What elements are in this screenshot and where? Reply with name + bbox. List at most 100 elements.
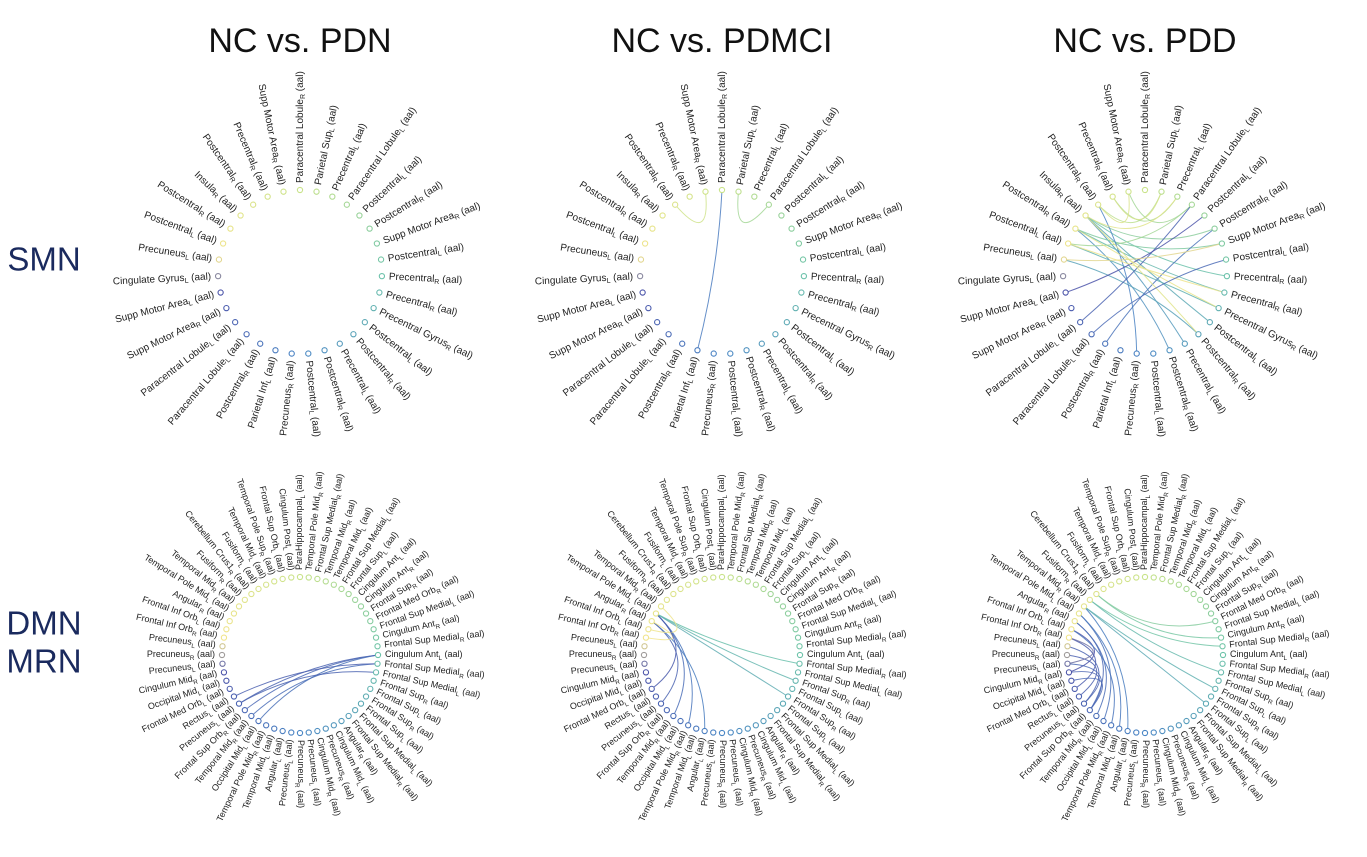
node-atlas: (aal) — [871, 342, 896, 362]
node-name: Precuneus — [278, 388, 294, 437]
node-name: Precentral — [811, 271, 857, 284]
node-name: Precuneus — [993, 632, 1037, 647]
column-title: NC vs. PDN — [208, 22, 391, 60]
node — [255, 585, 262, 593]
node-hemisphere: R — [300, 94, 307, 99]
node-atlas: (aal) — [1294, 342, 1319, 362]
connection — [1097, 204, 1138, 354]
node-hemisphere: R — [1073, 176, 1082, 184]
node-atlas: (aal) — [193, 228, 218, 246]
node-hemisphere: L — [1087, 744, 1095, 751]
node-hemisphere: R — [1256, 582, 1264, 591]
node-atlas: (aal) — [1257, 567, 1280, 586]
node-name: Supp Motor Area — [959, 296, 1035, 326]
node — [710, 350, 717, 357]
node — [1133, 574, 1140, 581]
node-atlas: (aal) — [1154, 414, 1167, 438]
node — [1068, 304, 1075, 312]
node — [1071, 685, 1078, 692]
node-atlas: (aal) — [886, 668, 908, 680]
node — [230, 693, 238, 700]
node-hemisphere: R — [1253, 565, 1261, 574]
node-name: ParaHippocampal — [294, 498, 304, 570]
node — [795, 240, 803, 247]
node-hemisphere: L — [1126, 547, 1133, 552]
node-name: Precuneus — [560, 242, 609, 260]
node-hemisphere: R — [1133, 383, 1140, 389]
node — [751, 193, 758, 200]
node-hemisphere: L — [406, 357, 413, 365]
node-hemisphere: R — [722, 94, 729, 99]
node — [296, 573, 304, 581]
node-atlas: (aal) — [1035, 289, 1060, 305]
node-atlas: (aal) — [1187, 498, 1203, 521]
node — [735, 188, 742, 195]
node — [223, 304, 230, 312]
node-label: Cingulate GyrusL (aal) — [958, 271, 1057, 288]
node-hemisphere: L — [664, 744, 672, 751]
node-atlas: (aal) — [1309, 668, 1331, 680]
node-hemisphere: L — [307, 410, 314, 415]
node-atlas: (aal) — [294, 474, 304, 495]
node-hemisphere: L — [1060, 720, 1067, 728]
node-hemisphere: L — [188, 300, 194, 308]
node-hemisphere: R — [429, 306, 436, 314]
node-hemisphere: R — [231, 737, 240, 745]
node — [223, 626, 230, 633]
node-hemisphere: R — [411, 582, 419, 591]
node-hemisphere: L — [382, 549, 390, 556]
node-atlas: (aal) — [251, 167, 270, 192]
node-hemisphere: R — [460, 636, 466, 644]
node-atlas: (aal) — [196, 626, 218, 640]
node-atlas: (aal) — [1053, 322, 1078, 345]
node-hemisphere: R — [856, 279, 861, 286]
node-hemisphere: R — [1280, 587, 1288, 595]
node — [648, 618, 655, 625]
connection — [737, 191, 770, 224]
node-hemisphere: R — [1088, 370, 1097, 378]
node-hemisphere: R — [617, 321, 625, 330]
node-atlas: (aal) — [190, 289, 215, 305]
node — [257, 340, 264, 347]
node-hemisphere: R — [1042, 210, 1050, 219]
node-atlas: (aal) — [1128, 360, 1141, 384]
node — [1117, 347, 1124, 354]
node-label: PrecuneusL (aal) — [559, 242, 635, 265]
node — [640, 651, 648, 659]
node-atlas: (aal) — [841, 179, 866, 200]
node-hemisphere: R — [243, 370, 252, 378]
node-atlas: (aal) — [694, 161, 709, 186]
connection — [1089, 599, 1223, 647]
node — [1064, 240, 1072, 247]
node — [330, 722, 337, 729]
node-hemisphere: R — [1115, 158, 1123, 164]
node-hemisphere: R — [198, 607, 206, 615]
node — [799, 256, 807, 263]
node — [1221, 289, 1228, 296]
node-hemisphere: R — [444, 344, 452, 353]
node — [214, 273, 222, 280]
node-atlas: (aal) — [271, 737, 285, 759]
node — [1197, 596, 1204, 603]
node-atlas: (aal) — [408, 549, 430, 570]
node-atlas: (aal) — [1258, 723, 1281, 742]
connection — [1085, 215, 1211, 323]
node — [645, 304, 652, 312]
node-hemisphere: R — [395, 780, 404, 788]
node-hemisphere: R — [1289, 344, 1297, 353]
connection — [1078, 613, 1122, 729]
node — [1207, 693, 1215, 700]
node-atlas: (aal) — [1039, 649, 1060, 659]
node-hemisphere: L — [624, 700, 631, 708]
node-hemisphere: L — [1110, 379, 1118, 385]
node-hemisphere: L — [859, 250, 864, 258]
node-atlas: (aal) — [272, 551, 286, 573]
node-atlas: (aal) — [705, 360, 718, 384]
node-hemisphere: R — [1145, 94, 1152, 99]
node — [767, 712, 774, 720]
connection — [651, 620, 679, 704]
node-atlas: (aal) — [358, 782, 376, 805]
node — [372, 634, 380, 641]
node-atlas: (aal) — [188, 271, 211, 283]
connection — [1067, 243, 1219, 309]
